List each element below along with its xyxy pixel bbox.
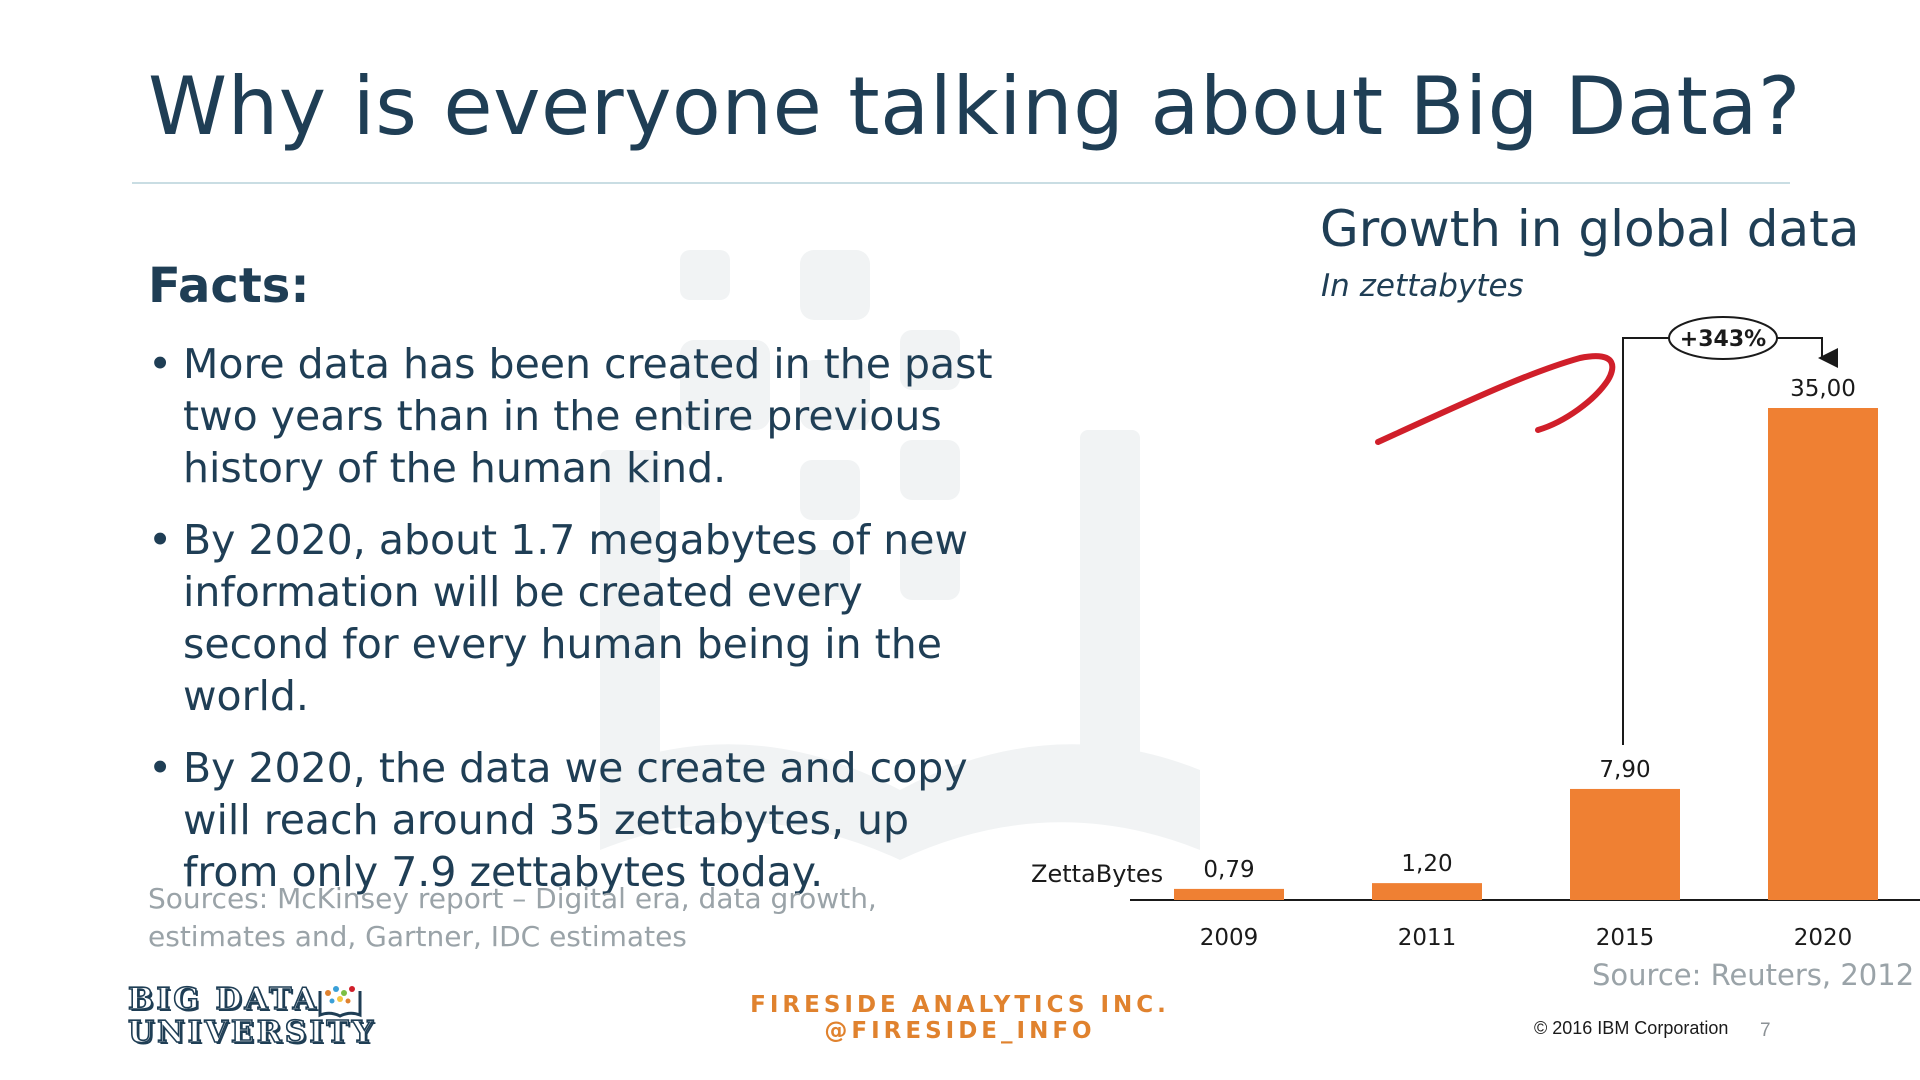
fact-bullet: • More data has been created in the past … xyxy=(148,338,1008,494)
chart-source: Source: Reuters, 2012 xyxy=(1592,958,1915,992)
sources-note: Sources: McKinsey report – Digital era, … xyxy=(148,882,877,953)
fact-bullet: • By 2020, about 1.7 megabytes of new inf… xyxy=(148,514,1008,722)
growth-bracket xyxy=(1622,337,1822,745)
y-axis-label: ZettaBytes xyxy=(1031,860,1163,888)
x-tick-label-2011: 2011 xyxy=(1398,925,1457,951)
x-tick-label-2009: 2009 xyxy=(1200,925,1259,951)
facts-list: • More data has been created in the past … xyxy=(148,338,1008,918)
book-icon xyxy=(318,986,362,1018)
fact-text: More data has been created in the past t… xyxy=(183,340,993,492)
bullet-icon: • xyxy=(148,516,173,564)
chart-subtitle: In zettabytes xyxy=(1321,268,1524,304)
footer-handle: @FIRESIDE_INFO xyxy=(824,1018,1096,1044)
fact-text: By 2020, about 1.7 megabytes of new info… xyxy=(183,516,968,720)
bar-2009 xyxy=(1174,888,1284,900)
book-watermark-icon xyxy=(600,250,1200,860)
big-data-university-logo: BIG DATA UNIVERSITY xyxy=(127,982,377,1050)
bars-group xyxy=(1174,408,1878,900)
value-label-2015: 7,90 xyxy=(1599,757,1650,783)
value-label-2011: 1,20 xyxy=(1401,851,1452,877)
growth-annotation-bubble xyxy=(1668,316,1778,360)
facts-heading: Facts: xyxy=(148,258,310,314)
logo-line-2: UNIVERSITY xyxy=(127,1015,377,1050)
bar-2020 xyxy=(1768,408,1878,900)
bullet-icon: • xyxy=(148,340,173,388)
x-tick-label-2015: 2015 xyxy=(1596,925,1655,951)
footer-branding: FIRESIDE ANALYTICS INC. @FIRESIDE_INFO xyxy=(0,992,1920,1044)
value-label-2020: 35,00 xyxy=(1790,376,1856,402)
title-divider xyxy=(132,182,1790,184)
slide-title: Why is everyone talking about Big Data? xyxy=(148,60,1801,153)
page-number: 7 xyxy=(1760,1020,1771,1041)
footer-company: FIRESIDE ANALYTICS INC. xyxy=(750,992,1170,1018)
value-labels-group: 0,79 1,20 7,90 35,00 xyxy=(1203,376,1856,883)
bar-2015 xyxy=(1570,788,1680,900)
copyright-notice: © 2016 IBM Corporation xyxy=(1534,1018,1729,1038)
logo-line-1: BIG DATA xyxy=(127,982,320,1017)
red-arrow-annotation xyxy=(1375,353,1616,445)
fact-text: By 2020, the data we create and copy wil… xyxy=(183,744,968,896)
bar-2011 xyxy=(1372,883,1482,900)
chart-title: Growth in global data xyxy=(1320,200,1860,258)
tick-labels-group: 2009 2011 2015 2020 xyxy=(1200,925,1853,951)
growth-annotation: +343% xyxy=(1680,327,1766,352)
bullet-icon: • xyxy=(148,744,173,792)
x-tick-label-2020: 2020 xyxy=(1794,925,1853,951)
value-label-2009: 0,79 xyxy=(1203,857,1254,883)
fact-bullet: • By 2020, the data we create and copy wi… xyxy=(148,742,1008,898)
